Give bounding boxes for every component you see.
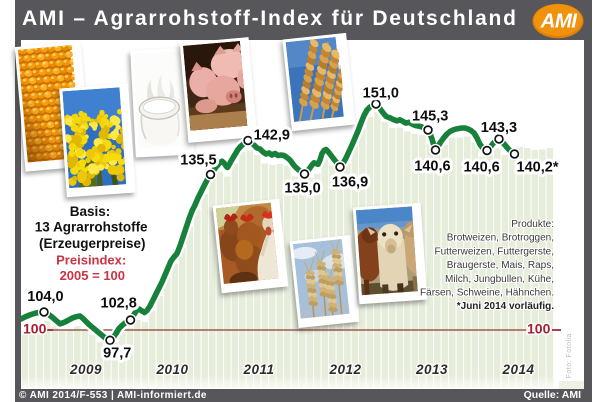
svg-text:*Juni 2014 vorläufig.: *Juni 2014 vorläufig. [457, 301, 554, 312]
svg-text:2011: 2011 [242, 362, 274, 377]
svg-text:Produkte:: Produkte: [511, 219, 554, 230]
svg-text:97,7: 97,7 [103, 346, 131, 362]
svg-text:140,6: 140,6 [463, 159, 499, 175]
svg-text:100: 100 [23, 321, 47, 337]
svg-text:142,9: 142,9 [254, 128, 290, 144]
svg-text:2013: 2013 [415, 362, 448, 377]
svg-text:Basis:: Basis: [70, 204, 111, 219]
svg-text:Färsen, Schweine, Hähnchen.: Färsen, Schweine, Hähnchen. [420, 288, 554, 299]
svg-text:136,9: 136,9 [332, 175, 368, 191]
svg-text:140,6: 140,6 [414, 159, 450, 175]
svg-text:2010: 2010 [155, 362, 188, 377]
svg-text:102,8: 102,8 [101, 296, 137, 312]
svg-text:151,0: 151,0 [363, 86, 399, 102]
svg-text:135,5: 135,5 [180, 153, 216, 169]
svg-text:2012: 2012 [328, 362, 361, 377]
svg-text:2005 = 100: 2005 = 100 [60, 268, 125, 283]
svg-text:Milch, Jungbullen, Kühe,: Milch, Jungbullen, Kühe, [445, 274, 554, 285]
svg-text:104,0: 104,0 [27, 289, 63, 305]
svg-text:Preisindex:: Preisindex: [56, 253, 126, 268]
svg-text:2014: 2014 [501, 362, 534, 377]
svg-text:Braugerste, Mais, Raps,: Braugerste, Mais, Raps, [447, 260, 554, 271]
svg-text:AMI: AMI [540, 10, 579, 33]
svg-text:140,2*: 140,2* [517, 159, 559, 175]
svg-text:Brotweizen, Brotroggen,: Brotweizen, Brotroggen, [447, 233, 554, 244]
svg-text:145,3: 145,3 [412, 108, 448, 124]
svg-text:135,0: 135,0 [284, 181, 320, 197]
svg-text:13 Agrarrohstoffe: 13 Agrarrohstoffe [35, 220, 148, 235]
svg-text:2009: 2009 [69, 362, 102, 377]
svg-text:143,3: 143,3 [481, 120, 517, 136]
svg-text:100: 100 [527, 321, 551, 337]
svg-text:Futterweizen, Futtergerste,: Futterweizen, Futtergerste, [435, 246, 555, 257]
svg-text:(Erzeugerpreise): (Erzeugerpreise) [39, 236, 146, 251]
